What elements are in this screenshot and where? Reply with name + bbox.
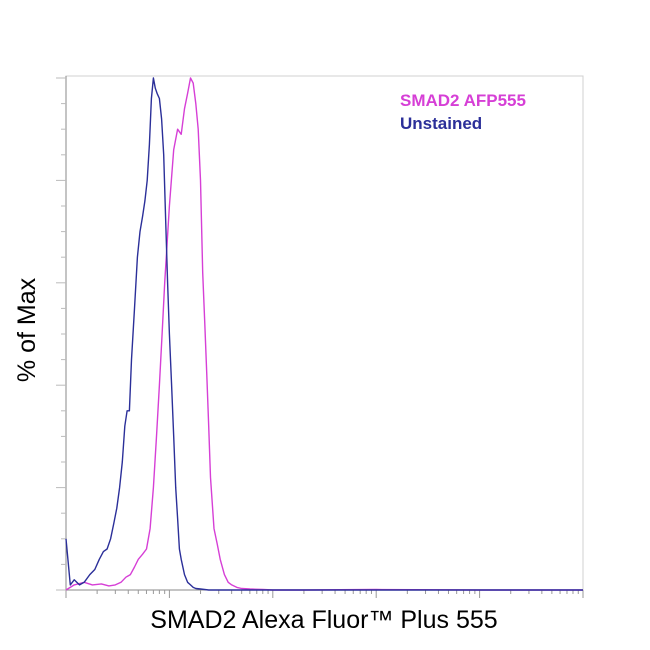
series-line-unstained [65,77,583,591]
x-axis-ticks [65,590,584,598]
series-line-smad2-afp555 [65,77,583,591]
plot-frame [65,75,584,591]
x-axis-title: SMAD2 Alexa Fluor™ Plus 555 [150,606,497,634]
y-axis-title: % of Max [13,277,41,382]
series-group [65,77,583,591]
y-axis-ticks [56,77,66,591]
legend-entry-unstained: Unstained [400,114,482,133]
legend-entry-smad2-afp555: SMAD2 AFP555 [400,91,526,110]
